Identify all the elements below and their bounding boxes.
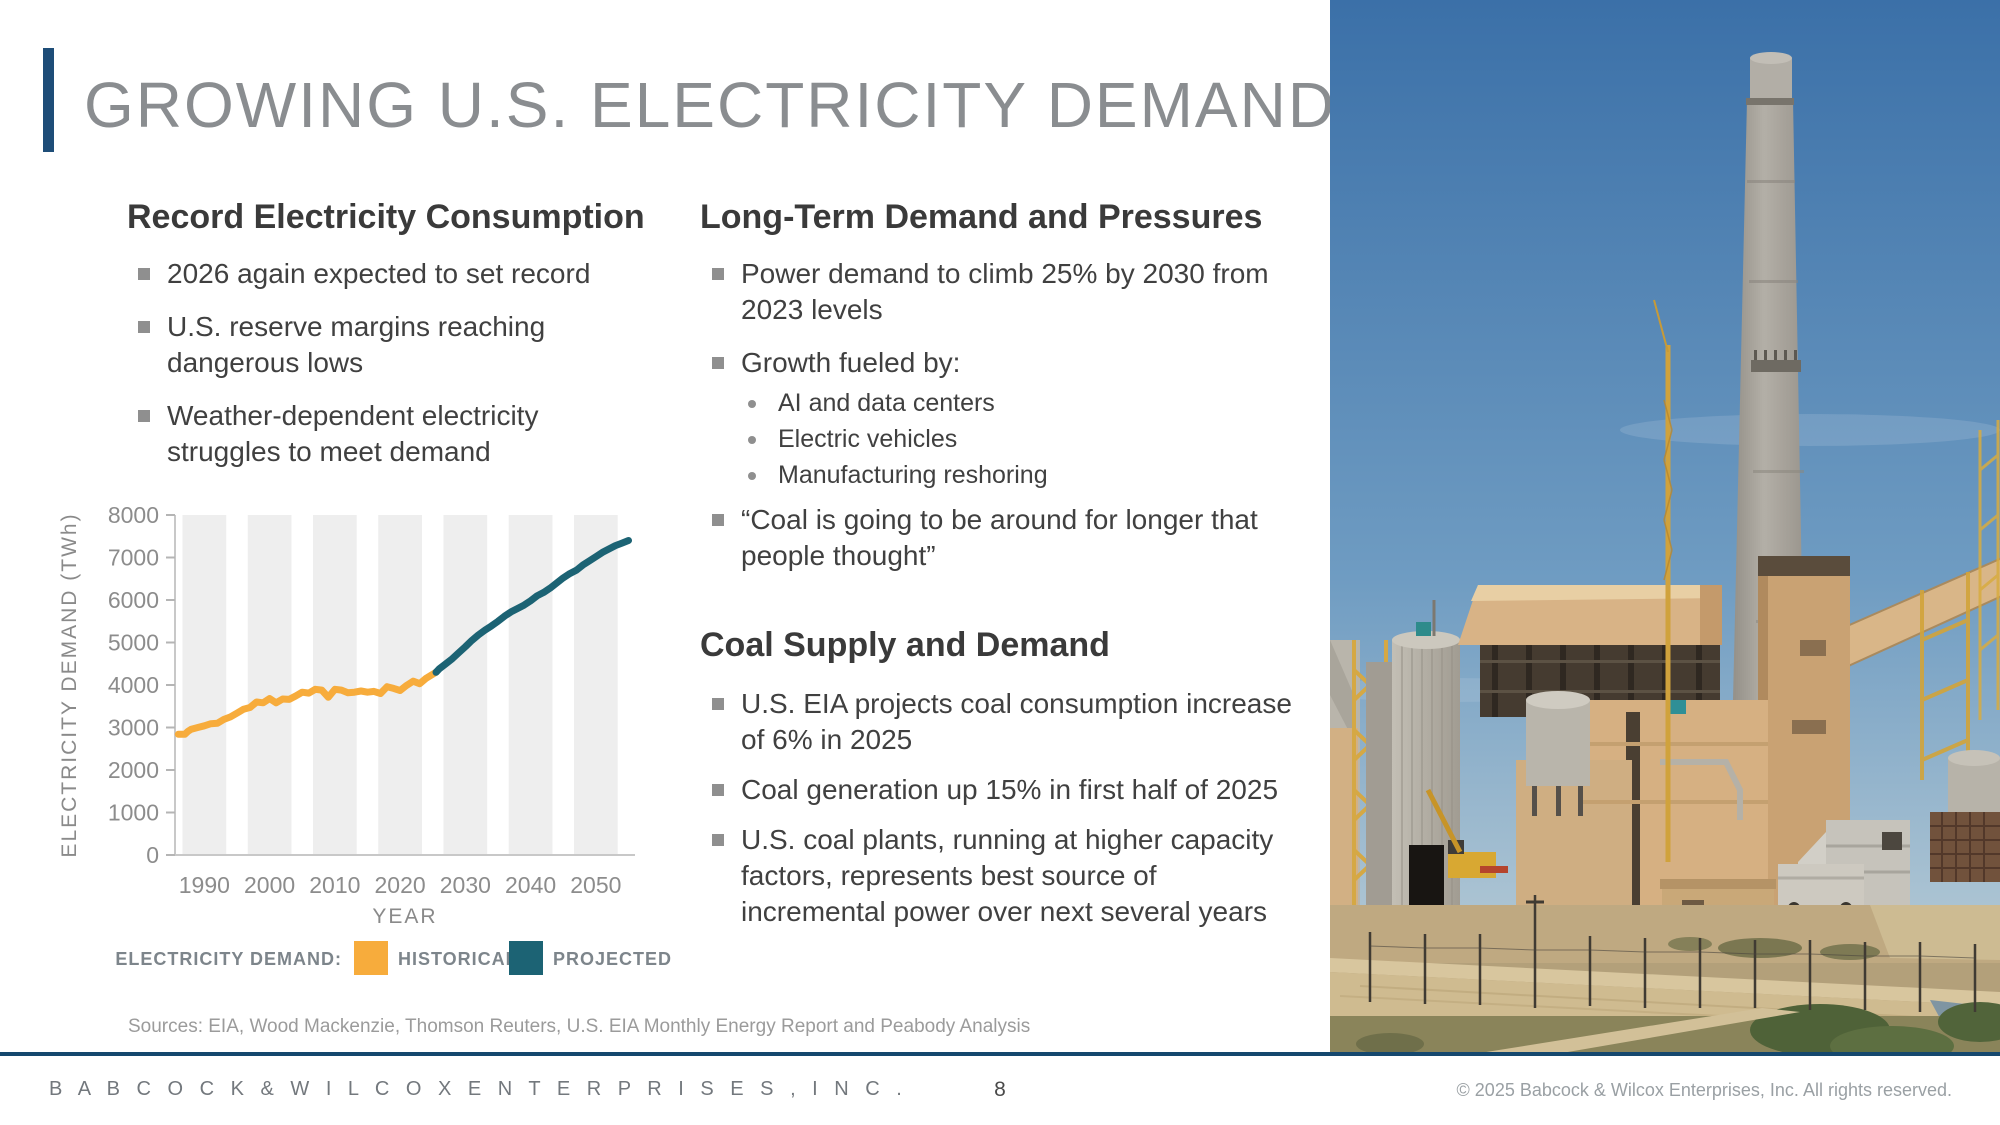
bullet-square-icon — [138, 268, 150, 280]
list-item: Power demand to climb 25% by 2030 from 2… — [712, 256, 1312, 328]
y-tick-label: 5000 — [108, 630, 159, 656]
middle-column-heading-2: Coal Supply and Demand — [700, 626, 1110, 664]
coal-bullets: U.S. EIA projects coal consumption incre… — [712, 686, 1332, 947]
list-item: Manufacturing reshoring — [748, 461, 1312, 490]
y-tick-label: 0 — [146, 842, 159, 868]
y-axis-title: ELECTRICITY DEMAND (TWh) — [60, 512, 81, 857]
y-tick-label: 8000 — [108, 502, 159, 528]
left-column-heading: Record Electricity Consumption — [127, 198, 645, 236]
x-tick-label: 2010 — [309, 872, 360, 898]
bullet-square-icon — [712, 514, 724, 526]
sources-note: Sources: EIA, Wood Mackenzie, Thomson Re… — [128, 1016, 1031, 1037]
decade-stripe — [247, 515, 292, 855]
y-tick-label: 7000 — [108, 545, 159, 571]
series-historical — [174, 668, 440, 738]
bullet-square-icon — [138, 410, 150, 422]
silos-and-scaffolding — [1330, 600, 1460, 908]
bullet-dot-icon — [748, 400, 756, 408]
x-tick-label: 2040 — [505, 872, 556, 898]
y-tick-label: 1000 — [108, 800, 159, 826]
y-tick-label: 6000 — [108, 587, 159, 613]
power-plant-photo — [1330, 0, 2000, 1053]
bullet-square-icon — [712, 268, 724, 280]
bullet-square-icon — [712, 357, 724, 369]
list-item: Electric vehicles — [748, 425, 1312, 454]
bullet-square-icon — [712, 698, 724, 710]
x-tick-label: 2050 — [570, 872, 621, 898]
title-accent-bar — [43, 48, 54, 152]
page-title: GROWING U.S. ELECTRICITY DEMAND — [84, 69, 1337, 141]
sub-bullets: AI and data centers Electric vehicles Ma… — [748, 389, 1312, 490]
list-item: 2026 again expected to set record — [138, 256, 658, 292]
list-item: Weather-dependent electricity struggles … — [138, 398, 658, 470]
x-axis-title: YEAR — [372, 905, 437, 928]
x-tick-label: 2030 — [440, 872, 491, 898]
legend-entry: HISTORICAL — [398, 949, 518, 969]
decade-stripe — [573, 515, 618, 855]
decade-stripe — [443, 515, 488, 855]
list-item: U.S. EIA projects coal consumption incre… — [712, 686, 1332, 758]
y-tick-label: 4000 — [108, 672, 159, 698]
x-tick-label: 2020 — [375, 872, 426, 898]
y-tick-label: 3000 — [108, 715, 159, 741]
legend-swatch — [509, 941, 543, 975]
list-item: AI and data centers — [748, 389, 1312, 418]
footer-company: B A B C O C K & W I L C O X E N T E R P … — [49, 1078, 908, 1100]
legend-label: ELECTRICITY DEMAND: — [115, 949, 342, 969]
list-item: U.S. coal plants, running at higher capa… — [712, 822, 1332, 930]
bullet-square-icon — [712, 784, 724, 796]
legend-swatch — [354, 941, 388, 975]
bullet-dot-icon — [748, 436, 756, 444]
list-item: Coal generation up 15% in first half of … — [712, 772, 1332, 808]
series-projected — [432, 537, 632, 676]
y-tick-label: 2000 — [108, 757, 159, 783]
middle-column-heading-1: Long-Term Demand and Pressures — [700, 198, 1263, 236]
decade-stripe — [508, 515, 553, 855]
bullet-dot-icon — [748, 472, 756, 480]
long-term-bullets: Power demand to climb 25% by 2030 from 2… — [712, 256, 1312, 591]
page-number: 8 — [994, 1078, 1006, 1101]
x-tick-label: 1990 — [179, 872, 230, 898]
footer-divider — [0, 1052, 2000, 1056]
footer-copyright: © 2025 Babcock & Wilcox Enterprises, Inc… — [1456, 1080, 1952, 1100]
electricity-demand-chart: 0 1000 2000 3000 4000 5000 6000 7000 8000 1990 200… — [60, 502, 672, 975]
bullet-square-icon — [138, 321, 150, 333]
list-item: “Coal is going to be around for longer t… — [712, 502, 1312, 574]
list-item: U.S. reserve margins reaching dangerous … — [138, 309, 658, 381]
list-item: Growth fueled by: — [712, 345, 1312, 381]
ground — [1330, 895, 2000, 1053]
left-column-bullets: 2026 again expected to set record U.S. r… — [138, 256, 658, 487]
x-tick-label: 2000 — [244, 872, 295, 898]
bullet-square-icon — [712, 834, 724, 846]
legend-entry: PROJECTED — [553, 949, 672, 969]
decade-stripe — [182, 515, 227, 855]
decade-stripe — [313, 515, 357, 855]
